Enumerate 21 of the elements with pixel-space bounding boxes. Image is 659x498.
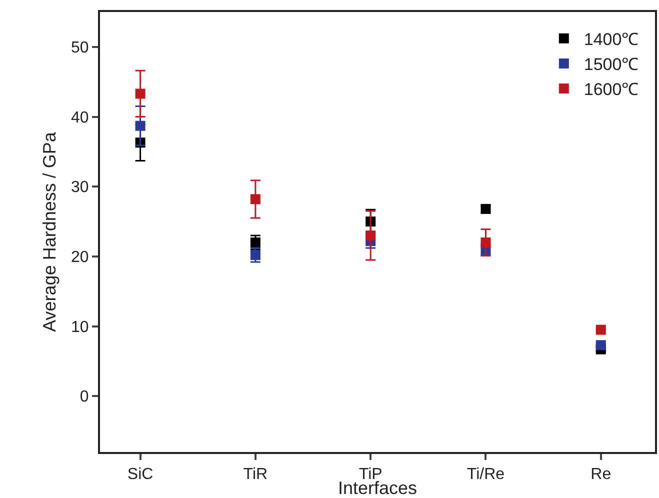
point (135, 88, 146, 99)
y-tick-label: 20 (71, 249, 89, 266)
point (250, 194, 260, 204)
legend-label: 1400℃ (584, 30, 639, 49)
point (596, 324, 606, 335)
y-tick-label: 0 (80, 388, 89, 406)
point (135, 120, 146, 131)
y-tick-label: 40 (71, 109, 89, 126)
x-axis-title: Interfaces (338, 478, 418, 498)
x-tick-label: SiC (127, 466, 154, 484)
legend-label: 1500℃ (584, 55, 639, 74)
x-tick-label: Re (590, 466, 612, 484)
legend-label: 1600℃ (584, 80, 639, 100)
y-axis-title: Average Hardness / GPa (40, 131, 60, 332)
y-tick-label: 50 (71, 40, 89, 57)
x-tick-label: TiR (243, 466, 268, 484)
y-tick-label: 30 (71, 179, 89, 196)
y-tick-label: 10 (71, 318, 89, 336)
point (596, 340, 606, 350)
x-tick-label: Ti/Re (466, 466, 505, 484)
point (480, 237, 491, 248)
